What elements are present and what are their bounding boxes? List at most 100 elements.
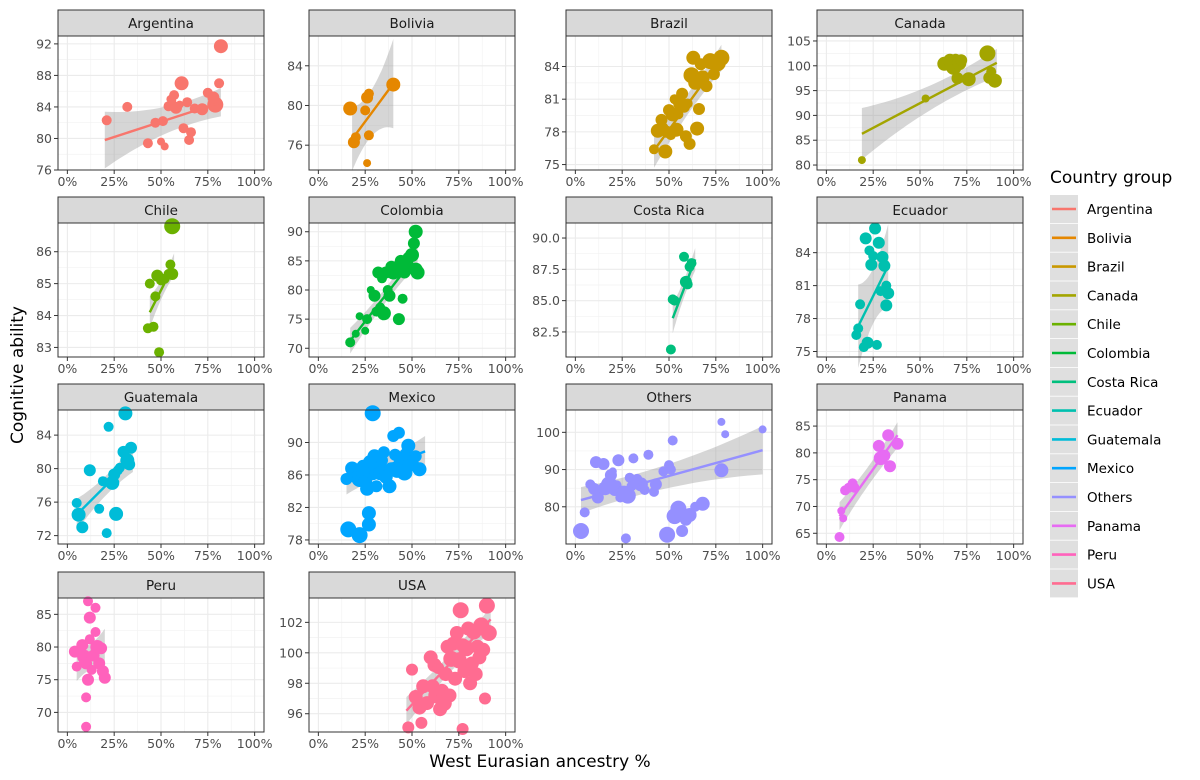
data-point-panama-0 bbox=[834, 532, 845, 542]
strip-label-guatemala: Guatemala bbox=[124, 390, 198, 406]
x-tick-label: 25% bbox=[859, 174, 887, 189]
data-point-peru-10 bbox=[84, 634, 95, 645]
y-tick-label: 80 bbox=[287, 283, 303, 298]
y-tick-label: 84 bbox=[544, 59, 560, 74]
data-point-others-18 bbox=[619, 487, 636, 504]
y-tick-label: 85 bbox=[795, 133, 811, 148]
x-tick-label: 0% bbox=[816, 174, 836, 189]
data-point-ecuador-2 bbox=[855, 299, 866, 310]
x-tick-label: 75% bbox=[702, 361, 730, 376]
legend: Country group Argentina Bolivia Brazil Cana… bbox=[1050, 168, 1172, 598]
y-tick-label: 80 bbox=[36, 131, 52, 146]
y-tick-label: 65 bbox=[795, 526, 811, 541]
data-point-bolivia-6 bbox=[363, 88, 374, 99]
strip-label-peru: Peru bbox=[146, 578, 176, 594]
data-point-usa-23 bbox=[452, 602, 469, 619]
data-point-mexico-5 bbox=[351, 527, 368, 544]
x-tick-label: 100% bbox=[237, 361, 273, 376]
x-tick-label: 100% bbox=[745, 174, 781, 189]
x-tick-label: 0% bbox=[308, 361, 328, 376]
x-tick-label: 100% bbox=[996, 361, 1032, 376]
data-point-others-43 bbox=[758, 425, 767, 434]
x-tick-label: 100% bbox=[996, 548, 1032, 563]
legend-label: Argentina bbox=[1087, 202, 1153, 218]
data-point-others-21 bbox=[628, 453, 639, 464]
data-point-costa-rica-2 bbox=[669, 295, 680, 306]
legend-item-bolivia: Bolivia bbox=[1050, 223, 1132, 252]
x-tick-label: 0% bbox=[57, 548, 77, 563]
x-tick-label: 50% bbox=[147, 361, 175, 376]
legend-item-panama: Panama bbox=[1050, 511, 1141, 540]
data-point-peru-11 bbox=[86, 664, 97, 675]
x-tick-label: 0% bbox=[565, 174, 585, 189]
data-point-ecuador-11 bbox=[872, 236, 885, 249]
y-tick-label: 76 bbox=[36, 495, 52, 510]
data-point-guatemala-2 bbox=[76, 521, 89, 534]
data-point-panama-7 bbox=[872, 439, 885, 452]
data-point-guatemala-7 bbox=[103, 421, 114, 432]
x-tick-label: 75% bbox=[194, 174, 222, 189]
data-point-others-24 bbox=[639, 485, 650, 495]
data-point-panama-2 bbox=[839, 514, 848, 523]
y-tick-label: 75 bbox=[36, 672, 52, 687]
legend-label: Colombia bbox=[1087, 346, 1150, 362]
y-tick-label: 102 bbox=[279, 615, 303, 630]
data-point-others-37 bbox=[682, 508, 697, 522]
fit-line-argentina bbox=[104, 101, 222, 142]
y-tick-label: 90 bbox=[287, 435, 303, 450]
y-tick-label: 85 bbox=[795, 419, 811, 434]
data-point-usa-39 bbox=[480, 625, 497, 641]
strip-usa bbox=[308, 571, 516, 599]
legend-item-argentina: Argentina bbox=[1050, 195, 1153, 223]
data-point-argentina-24 bbox=[213, 39, 228, 54]
data-point-usa-36 bbox=[476, 642, 491, 657]
x-tick-label: 75% bbox=[194, 736, 222, 751]
data-point-others-41 bbox=[717, 417, 726, 426]
y-tick-label: 100 bbox=[536, 425, 560, 440]
fit-line-mexico bbox=[346, 450, 426, 482]
data-point-mexico-30 bbox=[401, 438, 416, 453]
x-tick-label: 100% bbox=[237, 736, 273, 751]
y-tick-label: 85 bbox=[36, 607, 52, 622]
y-tick-label: 90 bbox=[287, 224, 303, 239]
strip-chile bbox=[57, 196, 265, 224]
x-tick-label: 50% bbox=[655, 361, 683, 376]
panel-guatemala: Guatemala 0% 25% 50% 75% 100% 72 76 80 84 bbox=[36, 383, 273, 563]
data-point-argentina-17 bbox=[186, 127, 196, 138]
strip-label-argentina: Argentina bbox=[128, 16, 194, 32]
legend-label: Ecuador bbox=[1087, 404, 1143, 420]
y-tick-label: 75 bbox=[287, 312, 303, 327]
y-tick-label: 70 bbox=[287, 341, 303, 356]
grid-chile bbox=[58, 223, 264, 357]
data-point-usa-4 bbox=[415, 716, 428, 729]
x-tick-label: 50% bbox=[398, 736, 426, 751]
data-point-others-39 bbox=[695, 496, 710, 511]
strip-label-costa-rica: Costa Rica bbox=[633, 203, 704, 219]
y-tick-label: 80 bbox=[36, 461, 52, 476]
x-tick-label: 100% bbox=[488, 174, 524, 189]
data-point-bolivia-5 bbox=[363, 159, 372, 168]
x-tick-label: 50% bbox=[147, 174, 175, 189]
y-tick-label: 96 bbox=[287, 706, 303, 721]
y-tick-label: 85 bbox=[287, 253, 303, 268]
data-point-argentina-1 bbox=[122, 101, 133, 112]
data-point-argentina-2 bbox=[142, 138, 153, 149]
grid-ecuador bbox=[817, 223, 1023, 357]
data-point-peru-14 bbox=[90, 602, 101, 613]
x-tick-label: 50% bbox=[906, 548, 934, 563]
x-tick-label: 25% bbox=[608, 361, 636, 376]
data-point-usa-38 bbox=[478, 597, 495, 614]
data-point-colombia-0 bbox=[345, 337, 356, 348]
data-point-colombia-18 bbox=[392, 313, 405, 326]
data-point-ecuador-4 bbox=[859, 232, 872, 245]
strip-label-chile: Chile bbox=[144, 203, 178, 219]
x-tick-label: 75% bbox=[702, 548, 730, 563]
y-tick-label: 100 bbox=[279, 645, 303, 660]
data-point-ecuador-7 bbox=[865, 258, 878, 271]
data-point-others-31 bbox=[665, 464, 676, 475]
legend-label: Panama bbox=[1087, 519, 1141, 535]
x-tick-label: 25% bbox=[100, 548, 128, 563]
legend-item-mexico: Mexico bbox=[1050, 454, 1134, 483]
y-tick-label: 70 bbox=[36, 705, 52, 720]
y-axis-title: Cognitive ability bbox=[8, 306, 28, 444]
